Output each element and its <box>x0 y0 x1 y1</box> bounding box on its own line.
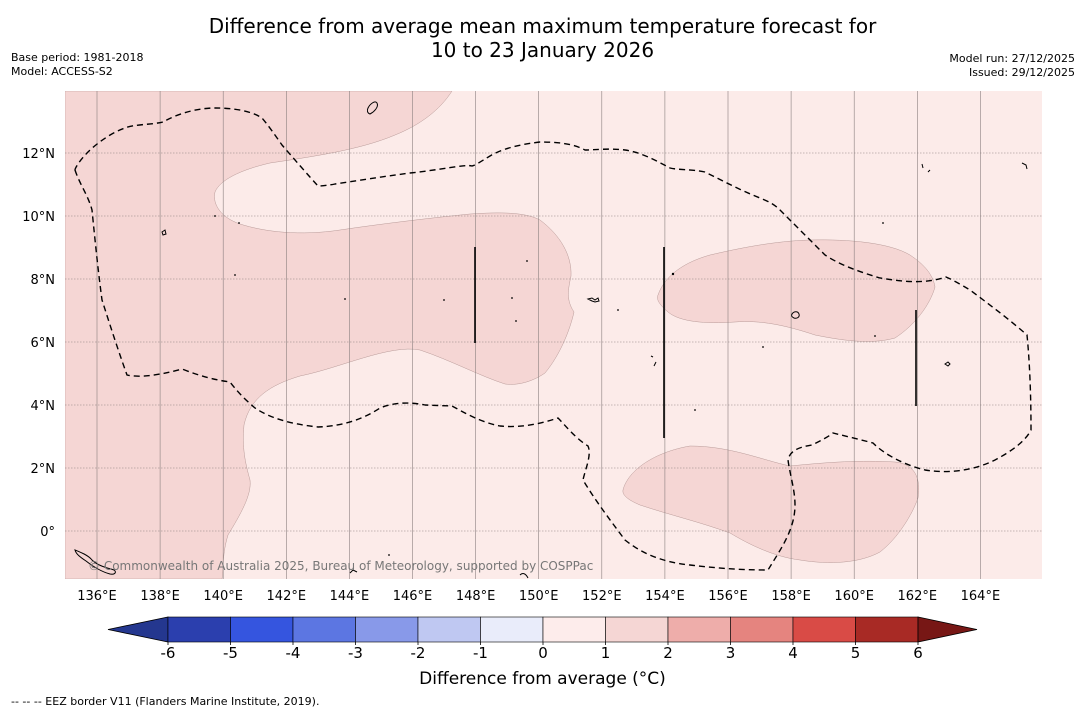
island-outline <box>366 101 378 115</box>
colorbar-title: Difference from average (°C) <box>419 669 666 689</box>
island-dot <box>238 222 240 224</box>
latitude-label: 8°N <box>31 273 56 288</box>
meta-left: Base period: 1981-2018 Model: ACCESS-S2 <box>11 51 143 79</box>
island-dot <box>443 299 445 301</box>
island-dot <box>344 298 346 300</box>
anomaly-region-southeast <box>622 445 919 563</box>
colorbar-swatch <box>480 616 544 643</box>
island-dot <box>511 297 513 299</box>
longitude-label: 148°E <box>456 589 496 604</box>
title-line-2: 10 to 23 January 2026 <box>430 38 655 62</box>
colorbar <box>107 616 978 643</box>
longitude-label: 164°E <box>961 589 1001 604</box>
colorbar-swatch <box>417 616 481 643</box>
latitude-label: 2°N <box>31 462 56 477</box>
colorbar-tick-label: -1 <box>473 644 488 662</box>
islands <box>74 101 1028 579</box>
longitude-label: 146°E <box>393 589 433 604</box>
island-dot <box>388 554 390 556</box>
island-dots <box>214 215 884 556</box>
longitude-label: 140°E <box>203 589 243 604</box>
island-outline <box>586 297 600 303</box>
longitude-label: 154°E <box>645 589 685 604</box>
base-period: Base period: 1981-2018 <box>11 51 144 64</box>
longitude-label: 142°E <box>267 589 307 604</box>
colorbar-tick-label: 4 <box>788 644 798 662</box>
longitude-label: 152°E <box>582 589 622 604</box>
colorbar-arrow-low <box>107 616 169 643</box>
issued-date: Issued: 29/12/2025 <box>968 66 1075 79</box>
colorbar-swatch <box>355 616 419 643</box>
colorbar-swatch <box>292 616 356 643</box>
colorbar-tick-label: 2 <box>663 644 673 662</box>
colorbar-swatch <box>667 616 731 643</box>
longitude-label: 150°E <box>519 589 559 604</box>
longitude-label: 160°E <box>834 589 874 604</box>
colorbar-tick-label: 5 <box>851 644 861 662</box>
latitude-label: 12°N <box>22 147 55 162</box>
colorbar-swatch <box>167 616 231 643</box>
colorbar-tick-label: -5 <box>223 644 238 662</box>
latitude-label: 10°N <box>22 210 55 225</box>
colorbar-swatch <box>542 616 606 643</box>
colorbar-tick-label: -6 <box>161 644 176 662</box>
title-line-1: Difference from average mean maximum tem… <box>208 14 877 38</box>
island-dot <box>694 409 696 411</box>
anomaly-region-northeast <box>657 239 936 342</box>
island-dot <box>526 260 528 262</box>
longitude-label: 136°E <box>77 589 117 604</box>
eez-footnote: -- -- -- EEZ border V11 (Flanders Marine… <box>11 695 320 708</box>
colorbar-tick-label: -2 <box>411 644 426 662</box>
island-outline <box>791 311 800 319</box>
island-outline <box>650 355 657 367</box>
longitude-label: 144°E <box>330 589 370 604</box>
island-dot <box>515 320 517 322</box>
meta-right: Model run: 27/12/2025 Issued: 29/12/2025 <box>949 52 1075 80</box>
latitude-labels: 12°N 10°N 8°N 6°N 4°N 2°N 0° <box>22 147 55 540</box>
island-dot <box>882 222 884 224</box>
longitude-label: 158°E <box>771 589 811 604</box>
island-outline <box>161 229 167 236</box>
colorbar-tick-label: 3 <box>726 644 736 662</box>
island-dot <box>617 309 619 311</box>
colorbar-tick-label: 1 <box>601 644 611 662</box>
map-area: © Commonwealth of Australia 2025, Bureau… <box>65 91 1042 579</box>
island-outline <box>921 162 1028 173</box>
longitude-label: 138°E <box>140 589 180 604</box>
colorbar-swatch <box>855 616 919 643</box>
latitude-label: 4°N <box>31 399 56 414</box>
model-name: Model: ACCESS-S2 <box>11 65 113 78</box>
latitude-label: 6°N <box>31 336 56 351</box>
model-run: Model run: 27/12/2025 <box>949 52 1075 65</box>
map-title: Difference from average mean maximum tem… <box>0 14 1085 62</box>
island-outline <box>74 549 116 575</box>
colorbar-tick-label: 6 <box>913 644 923 662</box>
colorbar-swatch <box>605 616 669 643</box>
meridian-lines <box>96 91 981 579</box>
island-dot <box>234 274 236 276</box>
boundary-segments <box>474 247 917 438</box>
latitude-label: 0° <box>40 525 55 540</box>
colorbar-swatch <box>730 616 794 643</box>
colorbar-swatch <box>230 616 294 643</box>
island-dot <box>874 335 876 337</box>
anomaly-region-west <box>65 91 575 579</box>
island-outline <box>349 569 529 579</box>
colorbar-swatch <box>792 616 856 643</box>
longitude-labels: 136°E 138°E 140°E 142°E 144°E 146°E 148°E 150°E… <box>77 589 1000 604</box>
colorbar-tick-label: -4 <box>286 644 301 662</box>
colorbar-arrow-high <box>917 616 978 643</box>
island-dot <box>762 346 764 348</box>
colorbar-tick-labels: -6 -5 -4 -3 -2 -1 0 1 2 3 4 5 6 <box>161 642 923 662</box>
longitude-label: 162°E <box>898 589 938 604</box>
island-outline <box>944 361 951 367</box>
colorbar-tick-label: 0 <box>538 644 548 662</box>
longitude-label: 156°E <box>708 589 748 604</box>
copyright-text: © Commonwealth of Australia 2025, Bureau… <box>88 559 593 573</box>
parallel-lines <box>65 152 1042 532</box>
island-dot <box>671 272 675 276</box>
island-dot <box>214 215 216 217</box>
colorbar-tick-label: -3 <box>348 644 363 662</box>
